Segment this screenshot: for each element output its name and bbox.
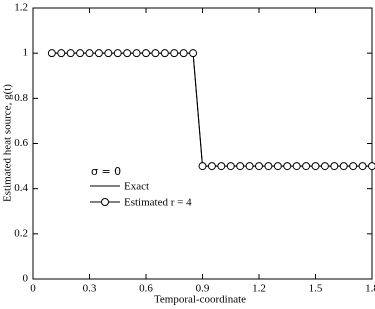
data-point (349, 162, 358, 171)
data-point (104, 49, 113, 58)
data-point (330, 162, 339, 171)
data-point (160, 49, 169, 58)
series-line (51, 52, 372, 167)
y-tick-label: 1.2 (14, 2, 28, 14)
data-point (368, 162, 375, 171)
y-tick-label: 1 (23, 47, 29, 59)
data-point (113, 49, 122, 58)
data-point (85, 49, 94, 58)
y-tick-label: 0.2 (14, 227, 28, 239)
data-point (94, 49, 103, 58)
data-point (339, 162, 348, 171)
x-tick-label: 0.9 (196, 283, 210, 295)
y-tick-label: 0 (23, 273, 29, 285)
x-axis-label: Temporal-coordinate (154, 294, 246, 306)
data-point (57, 49, 66, 58)
data-point (123, 49, 132, 58)
data-point (151, 49, 160, 58)
data-point (198, 162, 207, 171)
data-point (66, 49, 75, 58)
data-point (255, 162, 263, 171)
x-tick-label: 0 (30, 283, 36, 295)
data-point (311, 162, 320, 171)
data-point (142, 49, 150, 58)
x-tick-label: 1.5 (309, 283, 323, 295)
data-point (273, 162, 282, 171)
data-point (320, 162, 329, 171)
data-point (283, 162, 292, 171)
y-tick-label: 0.8 (14, 92, 28, 104)
data-point (207, 162, 216, 171)
x-tick-label: 0.6 (139, 283, 153, 295)
y-axis-label: Estimated heat source, g(t) (2, 84, 14, 202)
data-point (217, 162, 226, 171)
series-line (51, 52, 372, 167)
legend-marker (101, 198, 109, 206)
legend-title: σ = 0 (91, 165, 121, 178)
data-point (226, 162, 235, 171)
data-point (189, 49, 198, 58)
legend-label: Exact (124, 181, 149, 193)
data-point (132, 49, 141, 58)
y-tick-label: 0.6 (14, 137, 28, 149)
y-tick-label: 0.4 (14, 182, 28, 194)
x-tick-label: 1.2 (252, 283, 266, 295)
data-point (245, 162, 254, 171)
data-point (47, 49, 56, 58)
data-point (170, 49, 179, 58)
data-point (292, 162, 301, 171)
x-tick-label: 0.3 (83, 283, 97, 295)
data-point (264, 162, 273, 171)
data-point (358, 162, 367, 171)
data-point (179, 49, 188, 58)
data-point (76, 49, 85, 58)
plot-frame (32, 7, 373, 280)
data-point (236, 162, 245, 171)
legend-label: Estimated r = 4 (124, 197, 192, 209)
x-tick-label: 1.8 (365, 283, 375, 295)
data-point (302, 162, 311, 171)
